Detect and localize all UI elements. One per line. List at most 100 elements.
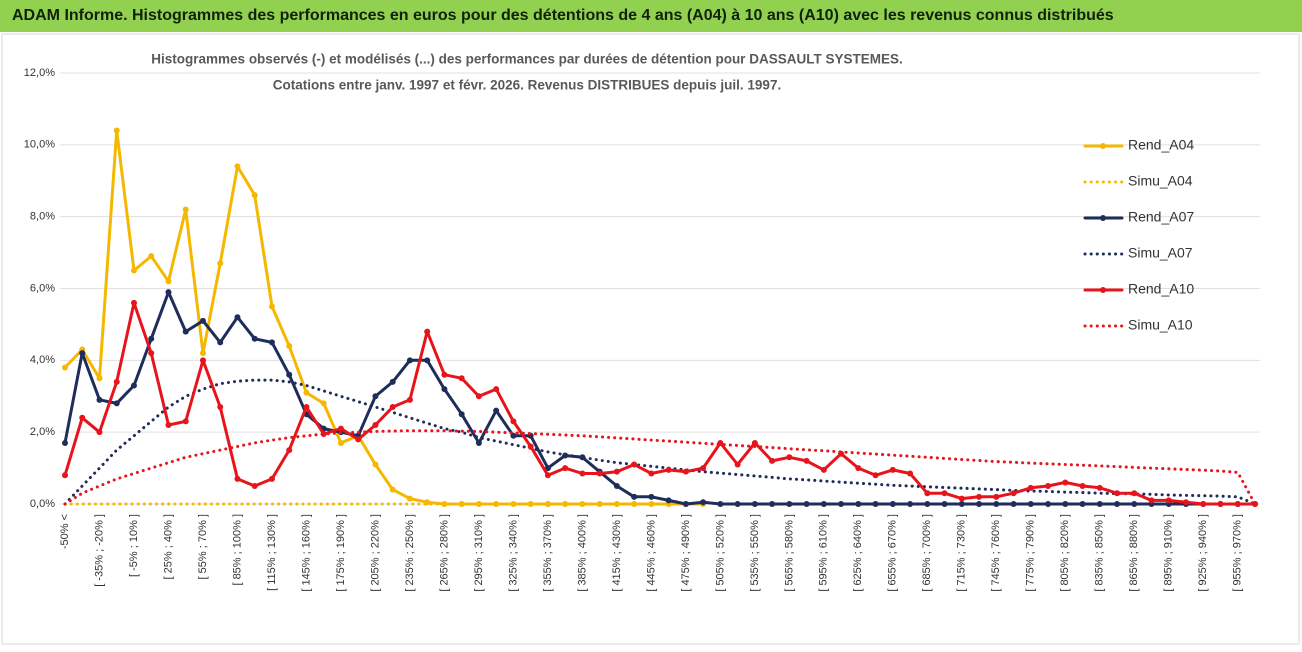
banner [0, 0, 1302, 32]
x-tick-label: -50% < [59, 514, 71, 549]
legend-marker [1100, 143, 1106, 149]
x-tick-label: [ 115% ; 130% ] [266, 514, 278, 591]
legend-label: Simu_A07 [1128, 245, 1193, 261]
point [1079, 501, 1086, 507]
point [406, 495, 413, 502]
banner-title: ADAM Informe. Histogrammes des performan… [12, 7, 1114, 24]
x-tick-label: [ 295% ; 310% ] [473, 514, 485, 592]
point [234, 475, 241, 482]
point [803, 501, 810, 507]
point [562, 465, 569, 472]
x-tick-label: [ 535% ; 550% ] [749, 514, 761, 592]
point [337, 439, 344, 446]
point [96, 375, 103, 382]
point [441, 371, 448, 378]
point [113, 127, 120, 134]
y-tick-label: 6,0% [30, 282, 55, 294]
point [286, 342, 293, 349]
point [337, 425, 344, 432]
legend-label: Simu_A04 [1128, 173, 1193, 189]
series-line [63, 301, 1257, 506]
y-tick-label: 8,0% [30, 211, 55, 223]
x-tick-label: [ 745% ; 760% ] [990, 514, 1002, 592]
point [544, 465, 551, 472]
legend-label: Rend_A07 [1128, 209, 1194, 225]
point [1114, 490, 1121, 497]
point [510, 432, 517, 439]
point [976, 501, 983, 507]
point [268, 303, 275, 310]
point [1045, 483, 1052, 490]
x-tick-label: [ 415% ; 430% ] [611, 514, 623, 592]
point [613, 468, 620, 475]
point [717, 501, 724, 507]
chart-frame [1, 33, 1300, 645]
x-tick-label: [ 955% ; 970% ] [1232, 514, 1244, 592]
point [838, 501, 845, 507]
point [751, 439, 758, 446]
point [96, 396, 103, 403]
point [165, 289, 172, 296]
point [958, 495, 965, 502]
point [596, 470, 603, 477]
point [303, 404, 310, 411]
point [79, 350, 86, 357]
point [889, 466, 896, 473]
point [665, 466, 672, 473]
point [976, 493, 983, 500]
point [682, 501, 689, 507]
point [234, 163, 241, 170]
point [79, 414, 86, 421]
point [648, 470, 655, 477]
point [631, 493, 638, 500]
point [320, 400, 327, 407]
x-tick-label: [ 505% ; 520% ] [714, 514, 726, 592]
point [924, 490, 931, 497]
point [165, 421, 172, 428]
point [631, 461, 638, 468]
point [424, 328, 431, 335]
legend-marker [1100, 215, 1106, 221]
point [1165, 497, 1172, 504]
x-tick-label: [ 805% ; 820% ] [1059, 514, 1071, 592]
x-tick-label: [ 895% ; 910% ] [1163, 514, 1175, 592]
point [493, 501, 500, 507]
point [199, 317, 206, 324]
legend-label: Rend_A04 [1128, 137, 1194, 153]
point [96, 429, 103, 436]
point [820, 466, 827, 473]
y-tick-label: 4,0% [30, 354, 55, 366]
point [907, 501, 914, 507]
point [251, 192, 258, 199]
point [1096, 501, 1103, 507]
point [389, 378, 396, 385]
point [130, 382, 137, 389]
point [234, 314, 241, 321]
x-tick-label: [ 265% ; 280% ] [438, 514, 450, 592]
point [1200, 501, 1207, 507]
point [182, 418, 189, 425]
point [1114, 501, 1121, 507]
point [924, 501, 931, 507]
point [1010, 490, 1017, 497]
point [458, 411, 465, 418]
point [958, 501, 965, 507]
point [475, 393, 482, 400]
x-tick-label: [ -35% ; -20% ] [93, 514, 105, 587]
point [665, 497, 672, 504]
point [217, 404, 224, 411]
chart-subtitle: Cotations entre janv. 1997 et févr. 2026… [273, 78, 781, 93]
point [441, 386, 448, 393]
point [820, 501, 827, 507]
x-tick-label: [ 145% ; 160% ] [300, 514, 312, 592]
x-tick-label: [ 595% ; 610% ] [818, 514, 830, 592]
point [1131, 490, 1138, 497]
point [734, 461, 741, 468]
point [182, 328, 189, 335]
point [510, 418, 517, 425]
x-tick-label: [ 715% ; 730% ] [956, 514, 968, 592]
point [458, 375, 465, 382]
point [1062, 479, 1069, 486]
x-tick-label: [ 355% ; 370% ] [542, 514, 554, 592]
point [855, 465, 862, 472]
